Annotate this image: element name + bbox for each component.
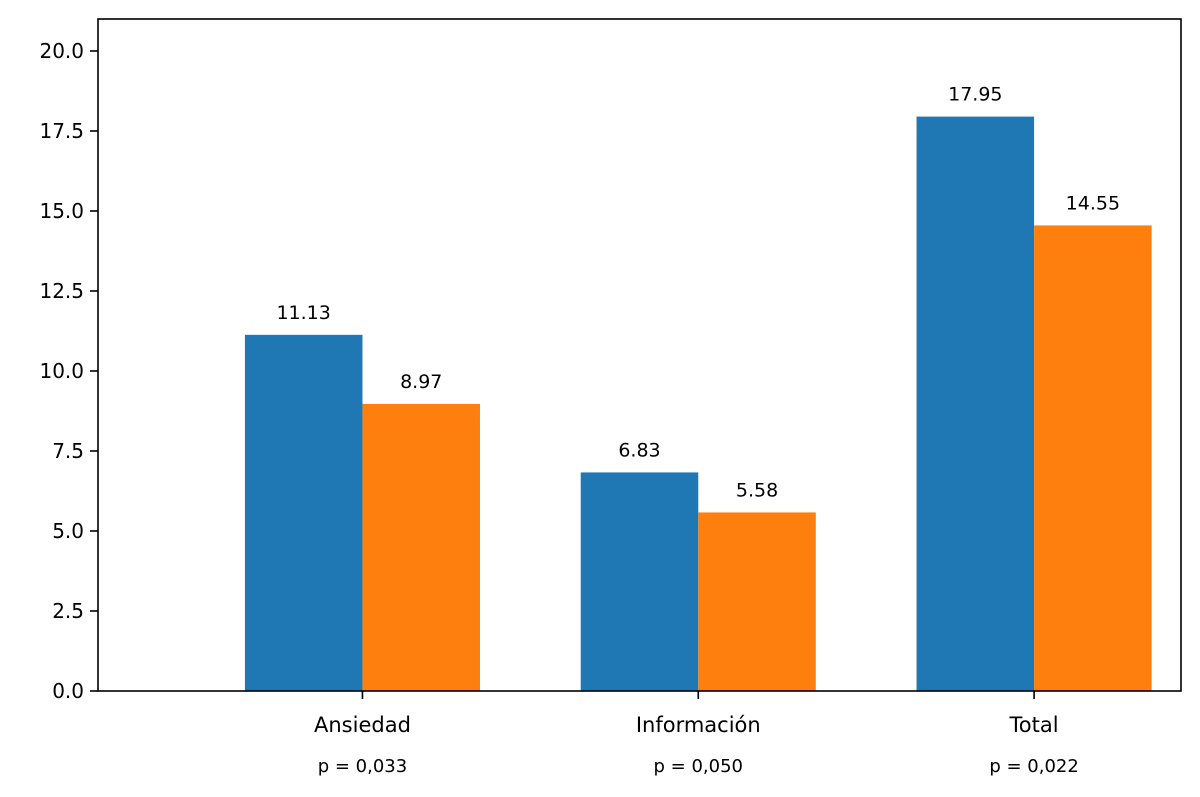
y-tick-label: 0.0 xyxy=(52,679,84,703)
x-tick-label: Total xyxy=(1009,713,1059,737)
y-tick-label: 7.5 xyxy=(52,439,84,463)
data-label: 17.95 xyxy=(948,84,1002,106)
y-tick-label: 10.0 xyxy=(39,359,84,383)
bar-información-series-2 xyxy=(698,512,816,691)
bars-layer xyxy=(244,116,1152,692)
bar-ansiedad-series-2 xyxy=(362,403,480,691)
bar-total-series-1 xyxy=(916,116,1035,692)
data-labels-layer: 11.13 6.83 17.95 8.97 5.58 14.55 xyxy=(276,84,1120,502)
x-axis: Ansiedad p = 0,033 Información p = 0,050 Tot… xyxy=(314,691,1079,777)
bar-ansiedad-series-1 xyxy=(244,334,363,691)
data-label: 5.58 xyxy=(736,479,778,501)
data-label: 11.13 xyxy=(276,302,330,324)
bar-total-series-2 xyxy=(1034,225,1152,691)
p-value-label: p = 0,050 xyxy=(654,756,743,777)
p-value-label: p = 0,033 xyxy=(318,756,407,777)
plot-frame xyxy=(97,18,1182,692)
bar-información-series-1 xyxy=(580,472,699,691)
data-label: 6.83 xyxy=(618,439,660,461)
y-tick-label: 20.0 xyxy=(39,39,84,63)
p-value-label: p = 0,022 xyxy=(989,756,1078,777)
x-tick-label: Información xyxy=(636,713,761,737)
x-tick-label: Ansiedad xyxy=(314,713,411,737)
y-axis: 0.0 2.5 5.0 7.5 10.0 12.5 15.0 17.5 20.0 xyxy=(39,39,98,703)
y-tick-label: 17.5 xyxy=(39,119,84,143)
data-label: 14.55 xyxy=(1066,192,1120,214)
y-tick-label: 2.5 xyxy=(52,599,84,623)
y-tick-label: 12.5 xyxy=(39,279,84,303)
y-tick-label: 15.0 xyxy=(39,199,84,223)
y-tick-label: 5.0 xyxy=(52,519,84,543)
data-label: 8.97 xyxy=(400,371,442,393)
